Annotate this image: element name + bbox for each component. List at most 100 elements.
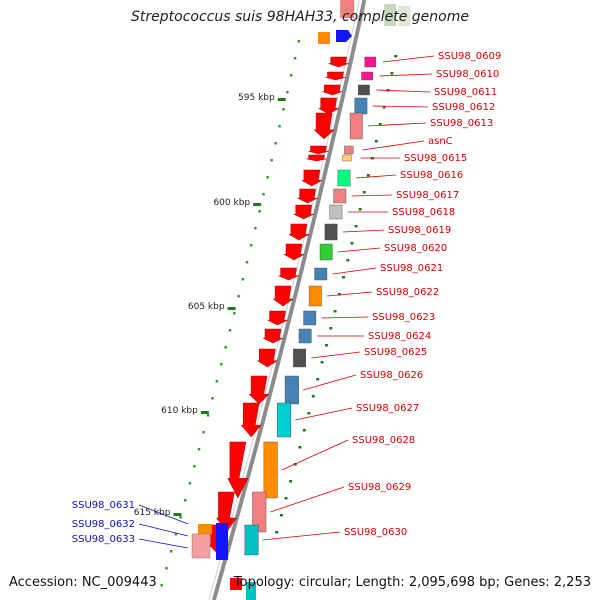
- scale-label: 605 kbp: [188, 302, 225, 312]
- label-leader: [351, 194, 393, 197]
- gene-arrow: [278, 267, 299, 281]
- scale-tick: [237, 295, 240, 298]
- map-title: Streptococcus suis 98HAH33, complete gen…: [131, 9, 469, 25]
- feature-tick: [366, 174, 370, 177]
- gene-label-forward: SSU98_0622: [376, 287, 439, 298]
- scale-tick: [241, 278, 245, 281]
- gene-features: [191, 0, 411, 600]
- label-leader: [327, 291, 373, 297]
- scale-ticks: [160, 40, 398, 587]
- gene-label-reverse: SSU98_0632: [72, 519, 135, 530]
- gene-label-forward: SSU98_0609: [438, 51, 501, 62]
- label-leader: [332, 267, 377, 275]
- feature-tick: [354, 225, 358, 228]
- label-leader: [138, 504, 189, 525]
- cog-bar: [344, 145, 354, 155]
- cog-bar: [191, 533, 211, 559]
- gene-arrow: [227, 441, 249, 499]
- gene-arrow: [293, 204, 314, 220]
- cog-bar: [308, 285, 322, 307]
- scale-label: 610 kbp: [161, 406, 198, 416]
- cog-bar: [354, 97, 368, 115]
- feature-tick: [390, 72, 394, 75]
- gene-label-forward: SSU98_0613: [430, 118, 493, 129]
- cog-bar: [398, 6, 411, 26]
- feature-tick: [302, 429, 306, 432]
- gene-labels: SSU98_0609 SSU98_0610 SSU98_0611 SSU98_0612…: [72, 51, 501, 545]
- label-leader: [355, 174, 397, 179]
- scale-tick: [211, 397, 214, 400]
- feature-tick: [382, 106, 386, 109]
- scale-tick: [258, 210, 261, 213]
- label-leader: [321, 316, 369, 319]
- gene-label-forward: SSU98_0624: [368, 331, 431, 342]
- feature-tick: [333, 310, 337, 313]
- gene-arrow: [248, 375, 270, 405]
- gene-label-forward: SSU98_0616: [400, 170, 463, 181]
- gene-label-forward: SSU98_0611: [434, 87, 497, 98]
- feature-tick: [324, 344, 328, 347]
- scale-tick: [188, 482, 192, 485]
- scale-major-tick: [173, 513, 182, 516]
- scale-tick: [184, 499, 187, 502]
- feature-tick: [316, 378, 320, 381]
- scale-tick: [270, 159, 273, 162]
- backbone-line: [211, 0, 367, 600]
- cog-bar: [284, 375, 299, 405]
- gene-label-forward: SSU98_0612: [432, 102, 495, 113]
- scale-label: 600 kbp: [213, 198, 250, 208]
- label-leader: [342, 229, 385, 233]
- gene-arrow: [267, 310, 288, 326]
- scale-tick: [224, 346, 227, 349]
- label-leader: [270, 486, 345, 513]
- feature-tick: [362, 191, 366, 194]
- cog-bar: [318, 32, 330, 44]
- gene-arrow-reverse: [216, 544, 228, 560]
- feature-tick: [279, 514, 283, 517]
- cog-bar: [329, 204, 343, 220]
- scale-major-tick: [227, 307, 236, 310]
- gene-label-forward: SSU98_0621: [380, 263, 443, 274]
- gene-label-forward: SSU98_0628: [352, 435, 415, 446]
- gene-arrow: [322, 84, 343, 96]
- scale-tick: [233, 312, 236, 315]
- gene-arrow: [313, 112, 335, 140]
- gene-label-forward: SSU98_0626: [360, 370, 423, 381]
- gene-arrow: [325, 71, 346, 81]
- scale-tick: [293, 57, 297, 60]
- feature-tick: [329, 327, 333, 330]
- scale-tick: [278, 125, 281, 128]
- scale-tick: [193, 465, 196, 468]
- gene-label-forward: SSU98_0618: [392, 207, 455, 218]
- gene-arrow: [283, 243, 305, 261]
- scale-tick: [249, 244, 253, 247]
- cog-bar: [361, 71, 373, 81]
- gene-arrow-reverse: [216, 523, 228, 533]
- scale-tick: [179, 516, 182, 519]
- cog-bar: [340, 0, 355, 18]
- label-leader: [372, 105, 429, 108]
- scale-major-tick: [200, 411, 209, 414]
- cog-bar: [324, 223, 338, 241]
- scale-label: 615 kbp: [134, 508, 171, 518]
- scale-tick: [289, 74, 293, 77]
- gene-arrow-reverse: [336, 30, 352, 42]
- label-leader: [262, 531, 341, 541]
- cog-bar: [277, 402, 292, 438]
- gene-arrow-reverse: [216, 532, 228, 544]
- feature-tick: [358, 208, 362, 211]
- gene-arrow: [328, 56, 349, 68]
- scale-tick: [262, 193, 265, 196]
- cog-bar: [314, 267, 328, 281]
- gene-arrow: [300, 169, 323, 187]
- gene-arrow: [215, 491, 237, 533]
- scale-tick: [254, 227, 257, 230]
- label-leader: [295, 407, 353, 421]
- scale-labels: 595 kbp 600 kbp 605 kbp 610 kbp 615 kbp: [134, 93, 286, 518]
- scale-major-tick: [277, 98, 286, 101]
- gene-arrow: [297, 188, 318, 204]
- feature-tick: [298, 446, 302, 449]
- gene-label-forward: SSU98_0623: [372, 312, 435, 323]
